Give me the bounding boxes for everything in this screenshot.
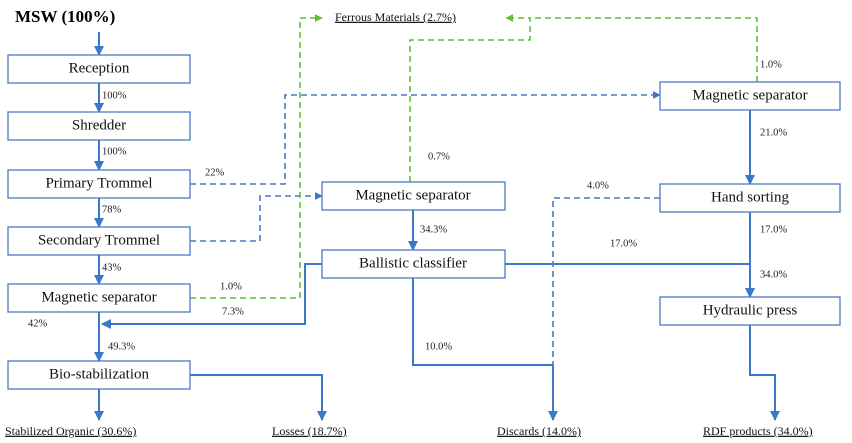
node-box: [7, 169, 191, 199]
flow-label: 100%: [102, 90, 127, 101]
node-label: Bio-stabilization: [49, 366, 149, 382]
flow-label: 7.3%: [222, 306, 244, 317]
flow-label: 43%: [102, 262, 122, 273]
source-label: MSW (100%): [15, 7, 115, 26]
node-label: Magnetic separator: [692, 87, 807, 103]
flow-label: 42%: [28, 318, 48, 329]
output-label: Losses (18.7%): [272, 424, 347, 438]
flow-label: 22%: [205, 167, 225, 178]
flow-label: 17.0%: [760, 224, 787, 235]
node-label: Magnetic separator: [41, 289, 156, 305]
flow-label: 1.0%: [220, 281, 242, 292]
flow-label: 34.3%: [420, 224, 447, 235]
flow-label: 34.0%: [760, 269, 787, 280]
flow-label: 100%: [102, 146, 127, 157]
nodes: Reception Shredder Primary Trommel Secon…: [7, 54, 841, 390]
output-label: RDF products (34.0%): [703, 424, 813, 438]
node-box: [659, 183, 841, 213]
node-label: Secondary Trommel: [38, 232, 160, 248]
node-box: [7, 360, 191, 390]
node-label: Hand sorting: [711, 189, 789, 205]
node-label: Primary Trommel: [45, 175, 152, 191]
node-label: Ballistic classifier: [359, 255, 467, 271]
flow-labels: 100% 100% 22% 78% 43% 1.0% 7.3% 42% 49.3…: [28, 59, 787, 352]
node-box: [659, 296, 841, 326]
output-label: Discards (14.0%): [497, 424, 581, 438]
node-label: Magnetic separator: [355, 187, 470, 203]
flow-label: 49.3%: [108, 341, 135, 352]
node-box: [321, 249, 506, 279]
output-label: Stabilized Organic (30.6%): [5, 424, 136, 438]
flow-label: 0.7%: [428, 151, 450, 162]
flow-label: 17.0%: [610, 238, 637, 249]
node-label: Shredder: [72, 117, 126, 133]
node-box: [7, 283, 191, 313]
node-box: [659, 81, 841, 111]
node-box: [7, 226, 191, 256]
node-label: Reception: [69, 60, 130, 76]
output-label: Ferrous Materials (2.7%): [335, 10, 456, 24]
flow-label: 1.0%: [760, 59, 782, 70]
flow-label: 10.0%: [425, 341, 452, 352]
node-box: [7, 111, 191, 141]
node-label: Hydraulic press: [703, 302, 798, 318]
flow-label: 21.0%: [760, 127, 787, 138]
outputs: Ferrous Materials (2.7%) Stabilized Orga…: [5, 10, 813, 438]
flow-label: 4.0%: [587, 180, 609, 191]
flow-label: 78%: [102, 204, 122, 215]
connectors: [94, 14, 780, 421]
node-box: [7, 54, 191, 84]
node-box: [321, 181, 506, 211]
